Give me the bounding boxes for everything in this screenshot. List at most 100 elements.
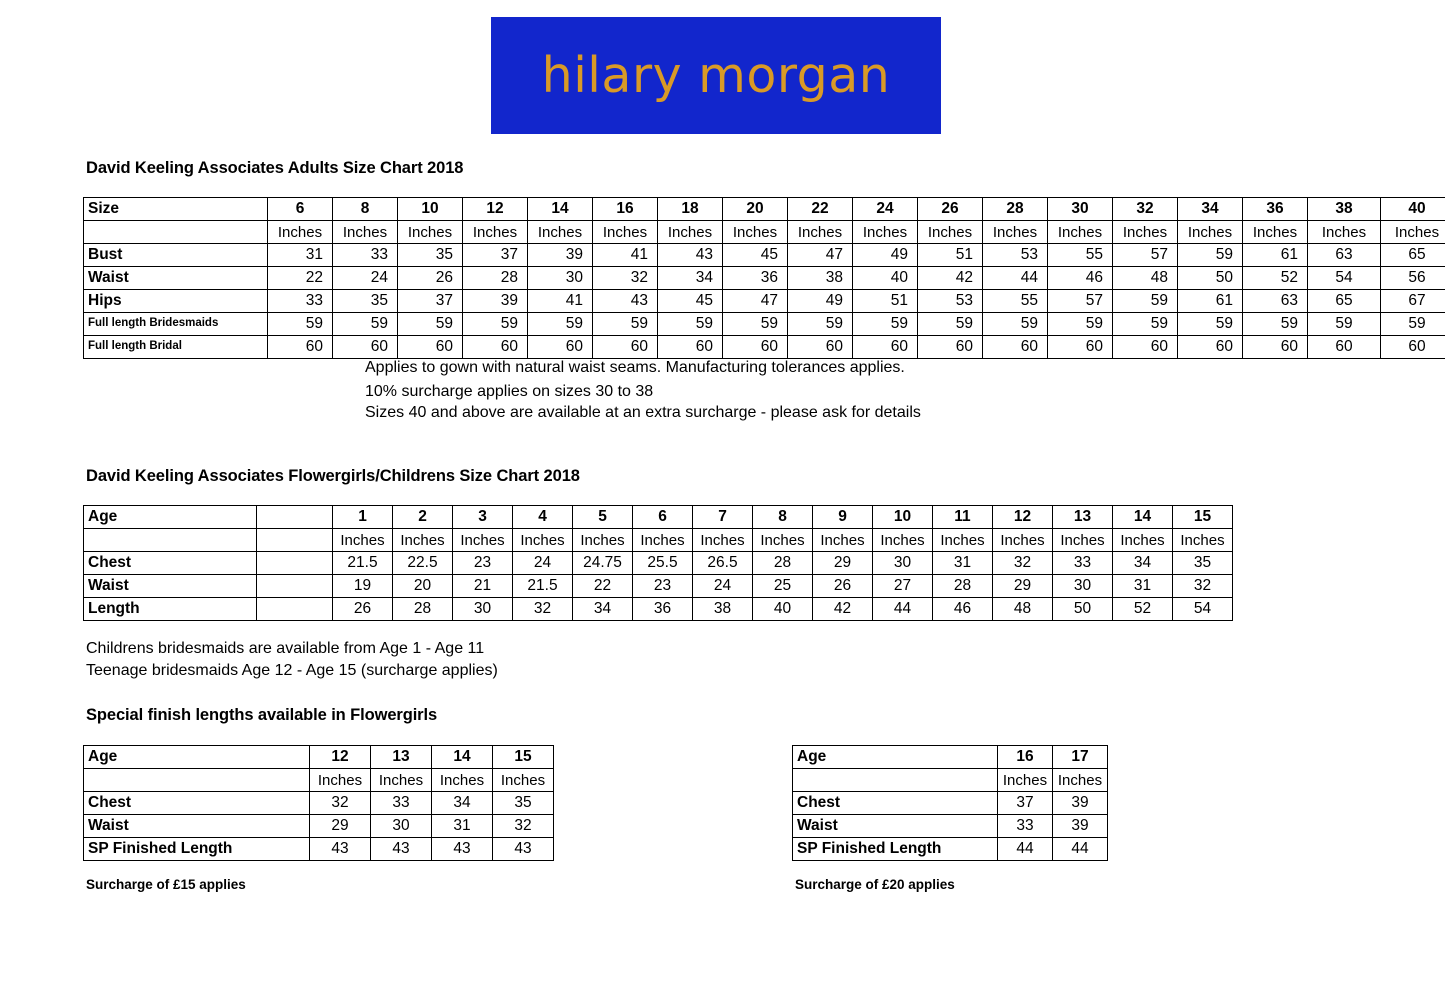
data-cell: 60 xyxy=(332,335,398,359)
unit-cell: Inches xyxy=(752,528,813,552)
data-cell: 54 xyxy=(1307,266,1381,290)
table-unit-row: Inches Inches Inches Inches xyxy=(83,768,554,792)
data-cell: 32 xyxy=(992,551,1053,575)
data-cell: 41 xyxy=(527,289,593,313)
children-note-2: Teenage bridesmaids Age 12 - Age 15 (sur… xyxy=(86,662,498,679)
data-cell: 60 xyxy=(852,335,918,359)
table-header-row: Age 16 17 xyxy=(792,745,1108,769)
data-cell: 31 xyxy=(267,243,333,267)
data-cell: 23 xyxy=(452,551,513,575)
column-header: 15 xyxy=(1172,505,1233,529)
unit-cell: Inches xyxy=(1380,220,1445,244)
row-label: Full length Bridesmaids xyxy=(83,312,268,336)
column-header: 13 xyxy=(370,745,432,769)
row-label: Waist xyxy=(83,266,268,290)
unit-cell: Inches xyxy=(572,528,633,552)
data-cell: 60 xyxy=(462,335,528,359)
table-row: Chest 37 39 xyxy=(792,791,1108,815)
unit-cell: Inches xyxy=(787,220,853,244)
data-cell: 32 xyxy=(592,266,658,290)
data-cell: 28 xyxy=(462,266,528,290)
data-cell: 59 xyxy=(657,312,723,336)
data-cell: 60 xyxy=(1380,335,1445,359)
table-row: Full length Bridesmaids 59 59 59 59 59 59 59 59 5… xyxy=(83,312,1445,336)
data-cell: 49 xyxy=(787,289,853,313)
data-cell: 31 xyxy=(1112,574,1173,598)
unit-cell: Inches xyxy=(1307,220,1381,244)
data-cell: 28 xyxy=(752,551,813,575)
column-header: 7 xyxy=(692,505,753,529)
data-cell: 23 xyxy=(632,574,693,598)
column-header: 36 xyxy=(1242,197,1308,221)
unit-cell: Inches xyxy=(309,768,371,792)
unit-cell: Inches xyxy=(1052,768,1108,792)
table-row: Full length Bridal 60 60 60 60 60 60 60 60 60 60 60… xyxy=(83,335,1445,359)
data-cell: 30 xyxy=(527,266,593,290)
table-row: Waist 19 20 21 21.5 22 23 24 25 26 27 28 29 30 31 32 xyxy=(83,574,1233,598)
unit-cell: Inches xyxy=(392,528,453,552)
data-cell: 65 xyxy=(1380,243,1445,267)
data-cell: 35 xyxy=(1172,551,1233,575)
data-cell: 37 xyxy=(997,791,1053,815)
data-cell: 24 xyxy=(512,551,573,575)
data-cell: 35 xyxy=(332,289,398,313)
table-header-row: Age 1 2 3 4 5 6 7 8 9 10 11 12 13 14 15 xyxy=(83,505,1233,529)
data-cell: 56 xyxy=(1380,266,1445,290)
row-label: Chest xyxy=(83,551,257,575)
data-cell: 42 xyxy=(917,266,983,290)
table-row: Hips 33 35 37 39 41 43 45 47 49 51 53 55 57 59 61 63 65 67 xyxy=(83,289,1445,313)
data-cell: 60 xyxy=(1242,335,1308,359)
data-cell: 19 xyxy=(332,574,393,598)
unit-cell: Inches xyxy=(492,768,554,792)
column-header: 12 xyxy=(309,745,371,769)
data-cell: 60 xyxy=(527,335,593,359)
data-cell: 59 xyxy=(267,312,333,336)
column-header: 15 xyxy=(492,745,554,769)
data-cell: 44 xyxy=(872,597,933,621)
unit-cell: Inches xyxy=(332,528,393,552)
unit-cell: Inches xyxy=(917,220,983,244)
column-header: 14 xyxy=(431,745,493,769)
column-header: 17 xyxy=(1052,745,1108,769)
data-cell: 34 xyxy=(572,597,633,621)
unit-cell: Inches xyxy=(512,528,573,552)
column-header: 6 xyxy=(267,197,333,221)
column-header: 16 xyxy=(592,197,658,221)
special-left-table-body: Age 12 13 14 15 Inches Inches Inches Inches Chest… xyxy=(83,745,554,861)
data-cell: 34 xyxy=(657,266,723,290)
column-header: 9 xyxy=(812,505,873,529)
data-cell: 59 xyxy=(592,312,658,336)
data-cell: 61 xyxy=(1177,289,1243,313)
row-label: Chest xyxy=(792,791,998,815)
data-cell: 22.5 xyxy=(392,551,453,575)
data-cell: 20 xyxy=(392,574,453,598)
unit-cell: Inches xyxy=(692,528,753,552)
data-cell: 52 xyxy=(1242,266,1308,290)
unit-cell: Inches xyxy=(982,220,1048,244)
data-cell: 37 xyxy=(397,289,463,313)
column-header: 26 xyxy=(917,197,983,221)
data-cell: 39 xyxy=(1052,814,1108,838)
column-header: 12 xyxy=(992,505,1053,529)
adults-note-1: Applies to gown with natural waist seams… xyxy=(365,359,905,376)
data-cell: 50 xyxy=(1177,266,1243,290)
data-cell: 59 xyxy=(332,312,398,336)
data-cell: 51 xyxy=(917,243,983,267)
data-cell: 47 xyxy=(787,243,853,267)
data-cell: 65 xyxy=(1307,289,1381,313)
unit-cell: Inches xyxy=(452,528,513,552)
row-header-label: Size xyxy=(83,197,268,221)
data-cell: 60 xyxy=(1112,335,1178,359)
adults-table-body: Size 6 8 10 12 14 16 18 20 22 24 26 28 30 32 34 36 38 40 In… xyxy=(83,197,1445,359)
data-cell: 55 xyxy=(982,289,1048,313)
special-finish-heading: Special finish lengths available in Flow… xyxy=(86,706,438,724)
adults-size-table: Size 6 8 10 12 14 16 18 20 22 24 26 28 30 32 34 36 38 40 In… xyxy=(83,197,1445,359)
data-cell: 24 xyxy=(332,266,398,290)
data-cell: 30 xyxy=(452,597,513,621)
data-cell: 46 xyxy=(932,597,993,621)
data-cell: 63 xyxy=(1307,243,1381,267)
data-cell: 30 xyxy=(370,814,432,838)
row-label: Chest xyxy=(83,791,310,815)
column-header: 8 xyxy=(752,505,813,529)
column-header: 5 xyxy=(572,505,633,529)
